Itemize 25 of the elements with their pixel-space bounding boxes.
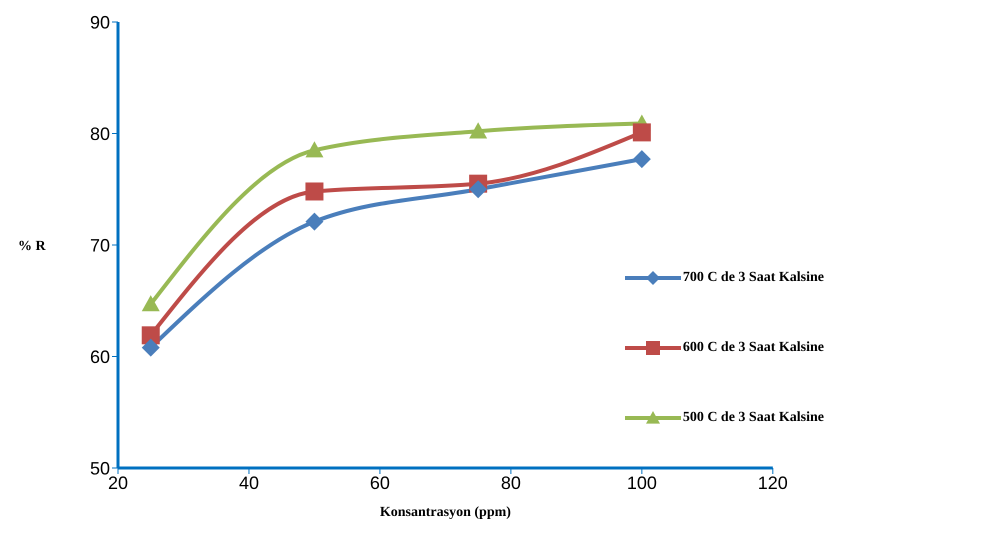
point xyxy=(305,182,324,200)
y-tick-label: 50 xyxy=(90,458,110,478)
x-tick-label: 20 xyxy=(108,472,128,493)
x-tick-label: 100 xyxy=(626,472,657,493)
x-tick-label: 60 xyxy=(370,472,390,493)
legend-label: 500 C de 3 Saat Kalsine xyxy=(682,410,824,426)
point xyxy=(632,150,651,168)
legend-label: 700 C de 3 Saat Kalsine xyxy=(682,270,824,286)
y-tick-label: 90 xyxy=(90,12,110,32)
x-tick-label: 80 xyxy=(500,472,521,493)
point xyxy=(632,123,651,142)
y-tick-label: 70 xyxy=(90,235,110,256)
x-tick-label: 120 xyxy=(758,472,788,493)
x-tick-label: 40 xyxy=(238,472,259,493)
point xyxy=(469,122,488,138)
y-tick-label: 80 xyxy=(90,124,110,144)
y-tick-label: 60 xyxy=(90,346,110,367)
y-axis-title: % R xyxy=(18,238,46,254)
point xyxy=(142,338,160,357)
legend-label: 600 C de 3 Saat Kalsine xyxy=(682,340,824,356)
point xyxy=(305,141,324,158)
point xyxy=(142,295,160,312)
point xyxy=(305,212,324,231)
x-axis-title: Konsantrasyon (ppm) xyxy=(380,505,512,520)
point xyxy=(469,180,488,198)
